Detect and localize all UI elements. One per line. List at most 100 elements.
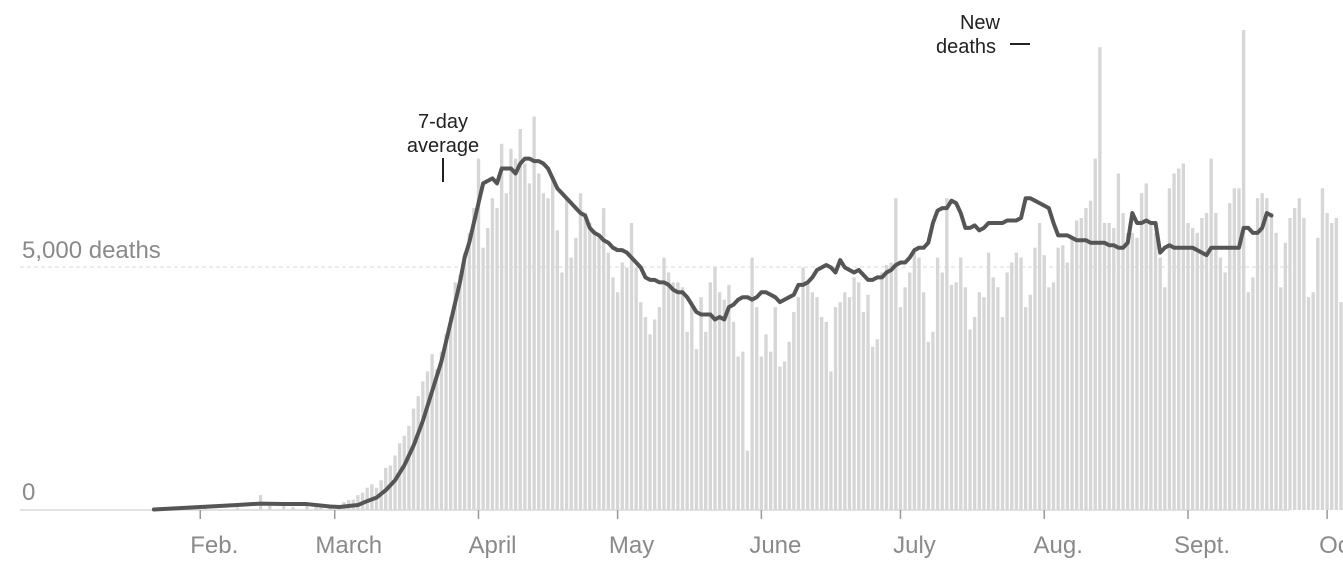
new-deaths-bar bbox=[1037, 222, 1042, 510]
new-deaths-bar bbox=[782, 361, 787, 510]
new-deaths-bar bbox=[476, 158, 481, 510]
new-deaths-bar bbox=[1306, 297, 1311, 510]
new-deaths-bar bbox=[1320, 188, 1325, 510]
new-deaths-bar bbox=[1079, 218, 1083, 510]
new-deaths-bar bbox=[699, 297, 703, 510]
new-deaths-bar bbox=[639, 302, 643, 510]
new-deaths-bar bbox=[1070, 237, 1074, 510]
new-deaths-bar bbox=[1167, 188, 1172, 510]
new-deaths-bar bbox=[319, 506, 323, 510]
new-deaths-bar bbox=[861, 312, 866, 510]
new-deaths-bar bbox=[1204, 213, 1209, 510]
new-deaths-bar bbox=[1279, 287, 1283, 510]
new-deaths-bar bbox=[731, 321, 736, 510]
new-deaths-bar bbox=[1237, 188, 1241, 510]
new-deaths-bar bbox=[629, 222, 634, 510]
new-deaths-bar bbox=[866, 294, 870, 510]
y-tick-label-0: 0 bbox=[22, 479, 35, 506]
new-deaths-bar bbox=[931, 331, 935, 510]
new-deaths-bar bbox=[615, 292, 620, 510]
new-deaths-bar bbox=[945, 198, 949, 510]
new-deaths-bar bbox=[704, 331, 708, 510]
new-deaths-bars bbox=[203, 29, 1343, 511]
new-deaths-bar bbox=[676, 282, 680, 510]
new-deaths-bar bbox=[690, 302, 694, 510]
new-deaths-bar bbox=[1288, 218, 1292, 510]
new-deaths-bar bbox=[611, 277, 615, 510]
new-deaths-bar bbox=[880, 272, 884, 510]
new-deaths-bar bbox=[439, 351, 444, 510]
annotations: 7-day average New deaths bbox=[407, 12, 1030, 182]
new-deaths-bar bbox=[1042, 255, 1046, 510]
new-deaths-bar bbox=[583, 213, 587, 510]
new-deaths-bar bbox=[620, 262, 624, 510]
new-deaths-bar bbox=[1130, 232, 1135, 511]
new-deaths-bar bbox=[448, 316, 453, 510]
new-deaths-bar bbox=[755, 307, 759, 510]
new-deaths-bar bbox=[857, 282, 861, 510]
new-deaths-bar bbox=[235, 507, 240, 510]
new-deaths-bar bbox=[1121, 213, 1125, 510]
new-deaths-bar bbox=[1098, 47, 1102, 511]
new-deaths-bar bbox=[416, 396, 420, 510]
new-deaths-bar bbox=[973, 316, 977, 510]
new-deaths-bar bbox=[1177, 168, 1181, 510]
new-deaths-bar bbox=[917, 257, 921, 510]
new-deaths-bar bbox=[1061, 245, 1065, 511]
new-deaths-bar bbox=[430, 354, 434, 510]
new-deaths-bar bbox=[810, 292, 815, 510]
new-deaths-bar bbox=[513, 158, 518, 510]
new-deaths-bar bbox=[1172, 173, 1176, 510]
new-deaths-bar bbox=[1153, 232, 1158, 511]
new-deaths-bar bbox=[903, 287, 907, 510]
new-deaths-bar bbox=[963, 287, 968, 510]
new-deaths-bar bbox=[1010, 262, 1014, 510]
new-deaths-bar bbox=[1107, 222, 1111, 510]
new-deaths-bar bbox=[472, 208, 476, 511]
new-deaths-bar bbox=[1214, 213, 1218, 510]
new-deaths-bar bbox=[1190, 227, 1195, 510]
new-deaths-bar bbox=[588, 222, 592, 510]
new-deaths-bar bbox=[982, 297, 986, 510]
new-deaths-bar bbox=[833, 307, 838, 510]
new-deaths-bar bbox=[977, 292, 981, 510]
new-deaths-bar bbox=[1084, 208, 1088, 511]
new-deaths-bar bbox=[291, 507, 295, 510]
new-deaths-bar bbox=[852, 277, 856, 510]
new-deaths-bar bbox=[1028, 294, 1032, 510]
new-deaths-bar bbox=[453, 282, 457, 510]
new-deaths-bar bbox=[1158, 257, 1162, 510]
new-deaths-bar bbox=[1065, 262, 1070, 510]
new-deaths-bar bbox=[541, 193, 546, 510]
new-deaths-bar bbox=[991, 277, 995, 510]
new-deaths-bar bbox=[996, 287, 1000, 510]
new-deaths-bar bbox=[1139, 193, 1144, 510]
new-deaths-bar bbox=[1075, 220, 1079, 511]
new-deaths-bar bbox=[1311, 292, 1315, 510]
new-deaths-bar bbox=[578, 193, 583, 510]
new-deaths-bar bbox=[959, 257, 963, 510]
new-deaths-bar bbox=[1093, 158, 1097, 510]
new-deaths-bar bbox=[356, 495, 360, 510]
new-deaths-bar bbox=[1330, 222, 1334, 510]
new-deaths-bar bbox=[569, 257, 573, 510]
new-deaths-bar bbox=[847, 297, 852, 510]
new-deaths-bar bbox=[648, 334, 652, 510]
new-deaths-bar bbox=[1163, 287, 1167, 510]
new-deaths-bar bbox=[527, 183, 532, 510]
new-deaths-bar bbox=[1283, 242, 1288, 510]
x-tick-label: Sept. bbox=[1174, 532, 1230, 559]
new-deaths-bar bbox=[1051, 282, 1056, 510]
new-deaths-bar bbox=[495, 208, 499, 511]
new-deaths-bar bbox=[1260, 193, 1264, 510]
new-deaths-bar bbox=[935, 257, 940, 510]
new-deaths-bar bbox=[1325, 213, 1329, 510]
average-annotation-line2: average bbox=[407, 135, 479, 157]
new-deaths-bar bbox=[458, 274, 462, 510]
new-deaths-bar bbox=[518, 128, 522, 510]
new-deaths-bar bbox=[1297, 198, 1301, 510]
average-annotation-line1: 7-day bbox=[418, 111, 468, 133]
x-tick-label: Oct. bbox=[1319, 532, 1343, 559]
new-deaths-bar bbox=[1112, 227, 1116, 510]
new-deaths-bar bbox=[1209, 158, 1213, 510]
